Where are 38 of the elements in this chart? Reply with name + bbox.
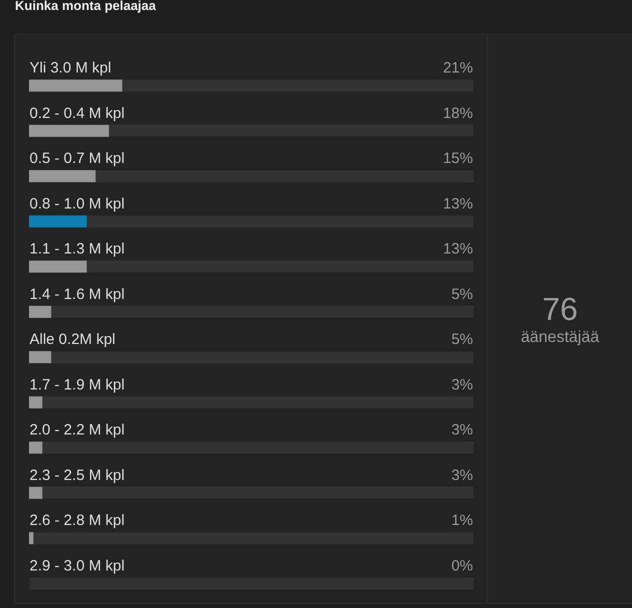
data-label: 3%: [451, 466, 473, 484]
data-label: 15%: [442, 150, 473, 168]
data-label: 18%: [442, 104, 473, 122]
data-label: 13%: [442, 195, 473, 212]
bar: [29, 170, 96, 182]
y-tick-label: 0.8 - 1.0 M kpl: [30, 195, 125, 212]
chart-title: Kuinka monta pelaajaa: [15, 0, 157, 14]
bar: [29, 532, 34, 544]
data-label: 5%: [451, 286, 473, 303]
y-tick-label: 1.1 - 1.3 M kpl: [30, 240, 125, 258]
bar: [29, 351, 52, 364]
y-tick-label: 2.0 - 2.2 M kpl: [30, 422, 125, 439]
bar: [29, 306, 52, 318]
text: äänestäjää: [520, 329, 600, 346]
bar: [29, 442, 42, 454]
y-tick-label: 1.4 - 1.6 M kpl: [30, 286, 125, 303]
bar: [29, 80, 122, 92]
bar: [29, 260, 87, 273]
data-label: 3%: [451, 376, 473, 394]
y-tick-label: 2.3 - 2.5 M kpl: [30, 466, 125, 484]
data-label: 5%: [451, 331, 473, 348]
bar: [29, 486, 42, 499]
y-tick-label: 2.9 - 3.0 M kpl: [30, 557, 125, 574]
y-tick-label: Yli 3.0 M kpl: [30, 60, 112, 77]
data-label: 21%: [442, 60, 473, 77]
data-label: 13%: [442, 240, 473, 258]
y-tick-label: 1.7 - 1.9 M kpl: [30, 376, 125, 394]
data-label: 0%: [451, 557, 473, 574]
bar: [29, 396, 42, 408]
text: 76: [542, 291, 578, 327]
y-tick-label: 0.2 - 0.4 M kpl: [30, 104, 125, 122]
data-label: 1%: [451, 512, 473, 530]
data-label: 3%: [451, 422, 473, 439]
y-tick-label: Alle 0.2M kpl: [30, 331, 116, 348]
y-tick-label: 2.6 - 2.8 M kpl: [30, 512, 125, 530]
bar: [29, 215, 87, 228]
bar: [29, 124, 109, 137]
y-tick-label: 0.5 - 0.7 M kpl: [30, 150, 125, 168]
